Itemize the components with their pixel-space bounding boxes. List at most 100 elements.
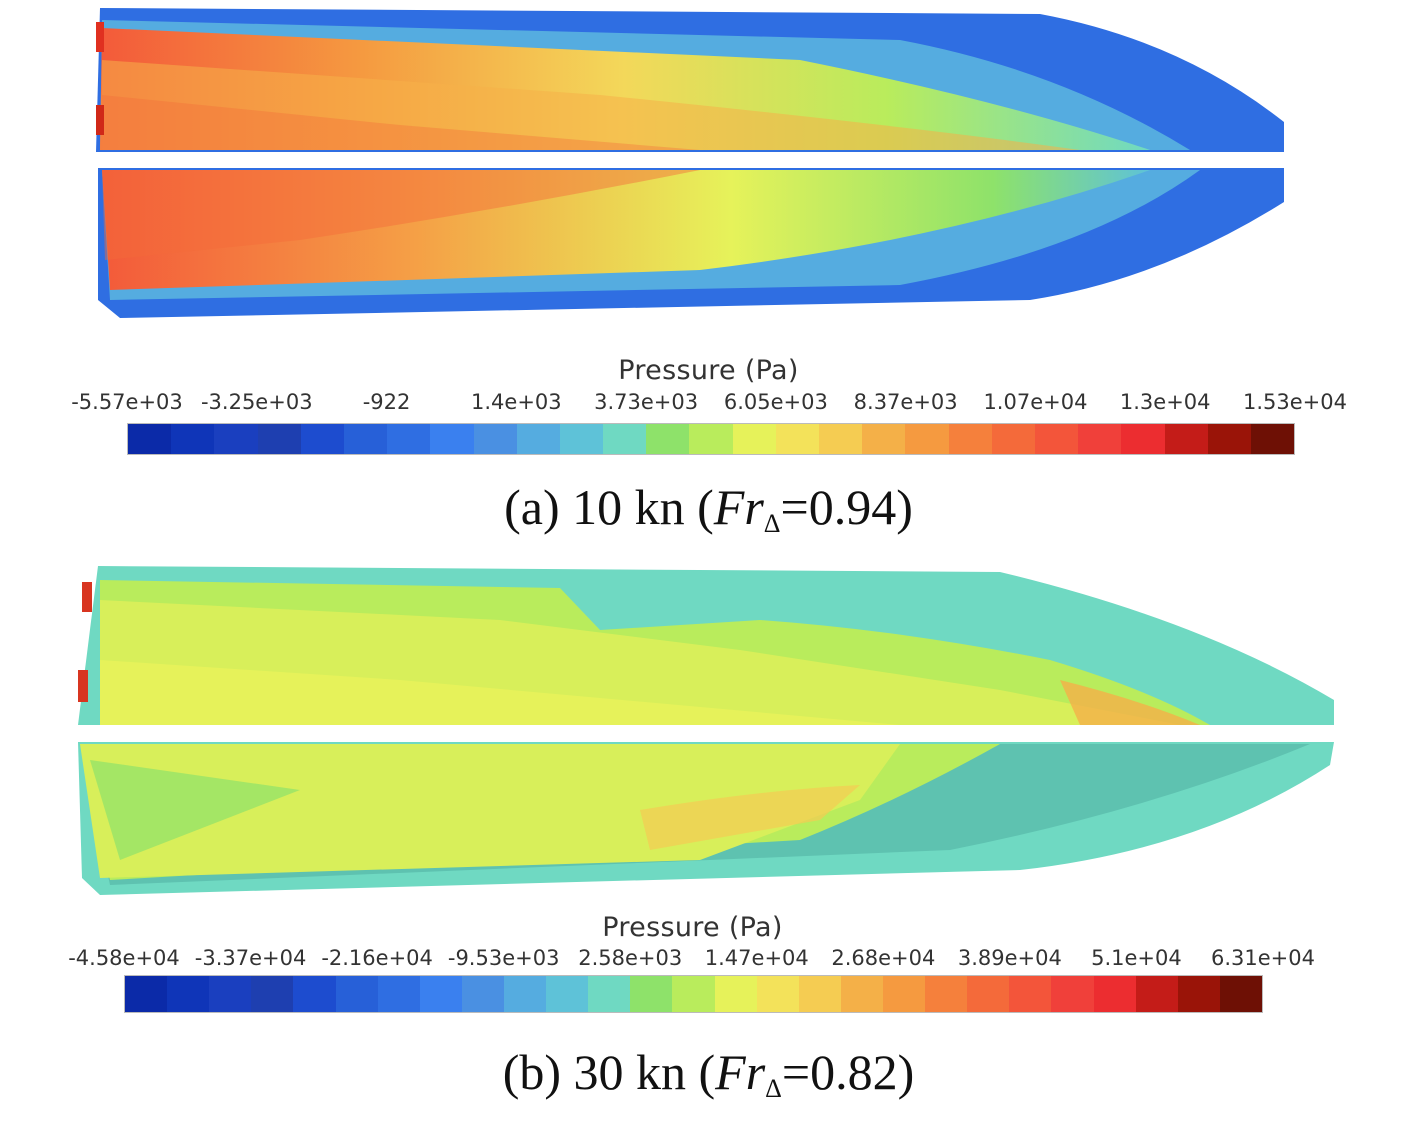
colorbar-tick-label: -922: [362, 390, 411, 414]
colorbar-segment: [1177, 976, 1220, 1012]
colorbar-segment: [967, 976, 1010, 1012]
hull-lower-a: [98, 168, 1284, 318]
colorbar-segment: [1009, 976, 1052, 1012]
colorbar-segment: [503, 976, 547, 1012]
colorbar-segment: [862, 424, 906, 454]
colorbar-segment: [882, 976, 926, 1012]
colorbar-tick-label: -4.58e+04: [68, 946, 180, 970]
hull-pressure-plot-b: [0, 566, 1417, 895]
colorbar-tick-label: 1.47e+04: [704, 946, 809, 970]
colorbar-segment: [819, 424, 863, 454]
colorbar-ticks-b: -4.58e+04 -3.37e+04 -2.16e+04 -9.53e+03 2.58…: [0, 946, 1417, 972]
colorbar-segment: [125, 976, 168, 1012]
caption-a-prefix: (a) 10 kn (: [504, 479, 714, 535]
colorbar-segment: [419, 976, 462, 1012]
colorbar-tick-label: 2.58e+03: [578, 946, 683, 970]
colorbar-tick-label: 1.4e+03: [471, 390, 562, 414]
colorbar-segment: [128, 424, 172, 454]
colorbar-a: [127, 423, 1295, 455]
colorbar-tick-label: 5.1e+04: [1091, 946, 1182, 970]
colorbar-segment: [948, 424, 992, 454]
colorbar-ticks-a: -5.57e+03 -3.25e+03 -922 1.4e+03 3.73e+03 6.0…: [0, 390, 1417, 416]
colorbar-segment: [546, 976, 589, 1012]
caption-b-suffix: =0.82): [781, 1044, 915, 1100]
colorbar-segment: [630, 976, 673, 1012]
colorbar-tick-label: 6.31e+04: [1211, 946, 1315, 970]
colorbar-segment: [1034, 424, 1079, 454]
colorbar-segment: [1219, 976, 1262, 1012]
colorbar-segment: [300, 424, 344, 454]
colorbar-segment: [1093, 976, 1136, 1012]
colorbar-segment: [1164, 424, 1208, 454]
colorbar-segment: [461, 976, 504, 1012]
colorbar-segment: [1051, 976, 1094, 1012]
panel-b: Pressure (Pa) -4.58e+04 -3.37e+04 -2.16e+0…: [0, 560, 1417, 1125]
caption-a-suffix: =0.94): [780, 479, 913, 535]
colorbar-segment: [335, 976, 378, 1012]
colorbar-b: [124, 975, 1263, 1013]
colorbar-tick-label: 3.89e+04: [957, 946, 1062, 970]
colorbar-segment: [732, 424, 776, 454]
colorbar-segment: [1135, 976, 1178, 1012]
colorbar-segment: [343, 424, 388, 454]
colorbar-segment: [588, 976, 631, 1012]
colorbar-tick-label: 1.3e+04: [1119, 390, 1211, 414]
colorbar-segment: [714, 976, 757, 1012]
colorbar-tick-label: -5.57e+03: [71, 390, 183, 414]
colorbar-tick-label: 2.68e+04: [831, 946, 936, 970]
caption-b: (b) 30 kn (FrΔ=0.82): [0, 1043, 1417, 1104]
hull-lower-b: [78, 742, 1334, 895]
caption-a: (a) 10 kn (FrΔ=0.94): [0, 478, 1417, 539]
colorbar-segment: [646, 424, 690, 454]
colorbar-segment: [430, 424, 474, 454]
colorbar-segment: [516, 424, 560, 454]
colorbar-segment: [905, 424, 949, 454]
colorbar-segment: [209, 976, 252, 1012]
colorbar-tick-label: 6.05e+03: [723, 390, 828, 414]
colorbar-title-a: Pressure (Pa): [618, 355, 799, 386]
colorbar-segment: [991, 424, 1035, 454]
panel-a: Pressure (Pa) -5.57e+03 -3.25e+03 -922 1.4e…: [0, 0, 1417, 560]
colorbar-segment: [171, 424, 215, 454]
colorbar-segment: [257, 424, 301, 454]
colorbar-segment: [473, 424, 517, 454]
colorbar-segment: [756, 976, 799, 1012]
transom-high-pressure-marker: [78, 670, 88, 702]
colorbar-tick-label: 3.73e+03: [594, 390, 699, 414]
hull-upper-a: [96, 8, 1284, 152]
caption-a-sub: Δ: [763, 509, 781, 538]
transom-high-pressure-marker: [96, 105, 104, 135]
colorbar-tick-label: 1.07e+04: [983, 390, 1088, 414]
colorbar-tick-label: -3.25e+03: [200, 390, 313, 414]
colorbar-segment: [167, 976, 210, 1012]
colorbar-segment: [1078, 424, 1122, 454]
hull-upper-b: [78, 566, 1334, 725]
caption-b-prefix: (b) 30 kn (: [502, 1044, 716, 1100]
colorbar-segment: [293, 976, 336, 1012]
colorbar-segment: [214, 424, 258, 454]
colorbar-segment: [1121, 424, 1165, 454]
colorbar-segment: [925, 976, 968, 1012]
caption-b-fr: Fr: [715, 1044, 766, 1100]
transom-high-pressure-marker: [96, 22, 104, 52]
colorbar-segment: [840, 976, 883, 1012]
colorbar-title-b: Pressure (Pa): [602, 912, 783, 943]
colorbar-segment: [559, 424, 604, 454]
caption-a-fr: Fr: [713, 479, 764, 535]
colorbar-segment: [672, 976, 715, 1012]
colorbar-segment: [689, 424, 733, 454]
colorbar-segment: [1207, 424, 1251, 454]
colorbar-segment: [798, 976, 841, 1012]
colorbar-tick-label: 8.37e+03: [853, 390, 958, 414]
transom-high-pressure-marker: [82, 582, 92, 612]
colorbar-segment: [775, 424, 819, 454]
colorbar-segment: [377, 976, 420, 1012]
colorbar-segment: [1250, 424, 1295, 454]
colorbar-segment: [603, 424, 647, 454]
colorbar-tick-label: -9.53e+03: [447, 946, 560, 970]
colorbar-tick-label: 1.53e+04: [1243, 390, 1347, 414]
hull-pressure-plot-a: [0, 8, 1417, 318]
caption-b-sub: Δ: [765, 1074, 782, 1103]
colorbar-tick-label: -2.16e+04: [321, 946, 433, 970]
colorbar-tick-label: -3.37e+04: [194, 946, 307, 970]
